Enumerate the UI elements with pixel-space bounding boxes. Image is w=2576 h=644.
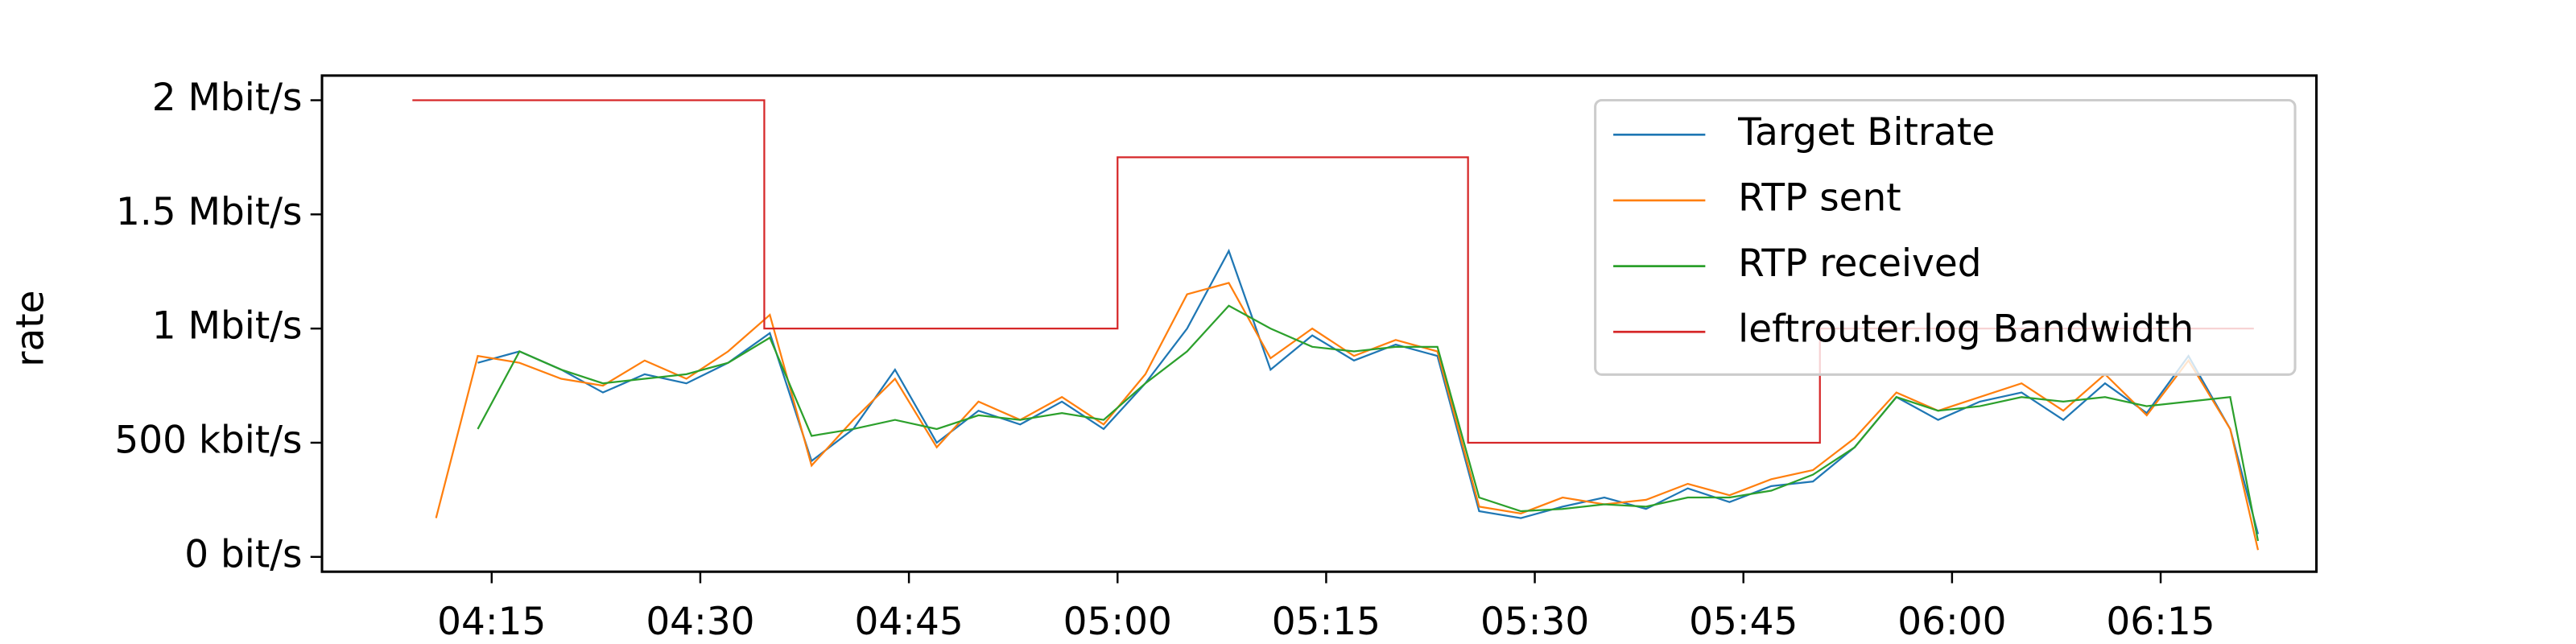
- x-tick-label: 04:45: [854, 600, 963, 644]
- y-tick-label: 0 bit/s: [184, 532, 302, 576]
- plot-frame: [320, 74, 2318, 573]
- y-axis-label: rate: [8, 291, 52, 367]
- x-tick-label: 05:45: [1689, 600, 1798, 644]
- legend-label: RTP received: [1738, 242, 1981, 286]
- legend: Target Bitrate RTP sent RTP received leftro…: [1594, 98, 2297, 376]
- legend-label: RTP sent: [1738, 175, 1901, 220]
- series-line: [435, 282, 2260, 551]
- x-tick-label: 06:15: [2106, 600, 2215, 644]
- legend-box: [1594, 98, 2297, 376]
- x-tick-label: 06:00: [1897, 600, 2006, 644]
- legend-label: leftrouter.log Bandwidth: [1738, 308, 2194, 352]
- x-tick-label: 05:00: [1063, 600, 1172, 644]
- x-tick-label: 05:15: [1272, 600, 1381, 644]
- x-tick-label: 04:30: [646, 600, 754, 644]
- y-tick-label: 2 Mbit/s: [152, 76, 303, 120]
- legend-label: Target Bitrate: [1737, 110, 1995, 155]
- x-tick-label: 04:15: [437, 600, 546, 644]
- y-tick-label: 500 kbit/s: [114, 418, 302, 462]
- y-tick-label: 1.5 Mbit/s: [116, 190, 303, 234]
- series-line: [477, 304, 2260, 542]
- x-tick-label: 05:30: [1480, 600, 1589, 644]
- y-tick-label: 1 Mbit/s: [152, 304, 303, 349]
- series-line: [412, 99, 2254, 444]
